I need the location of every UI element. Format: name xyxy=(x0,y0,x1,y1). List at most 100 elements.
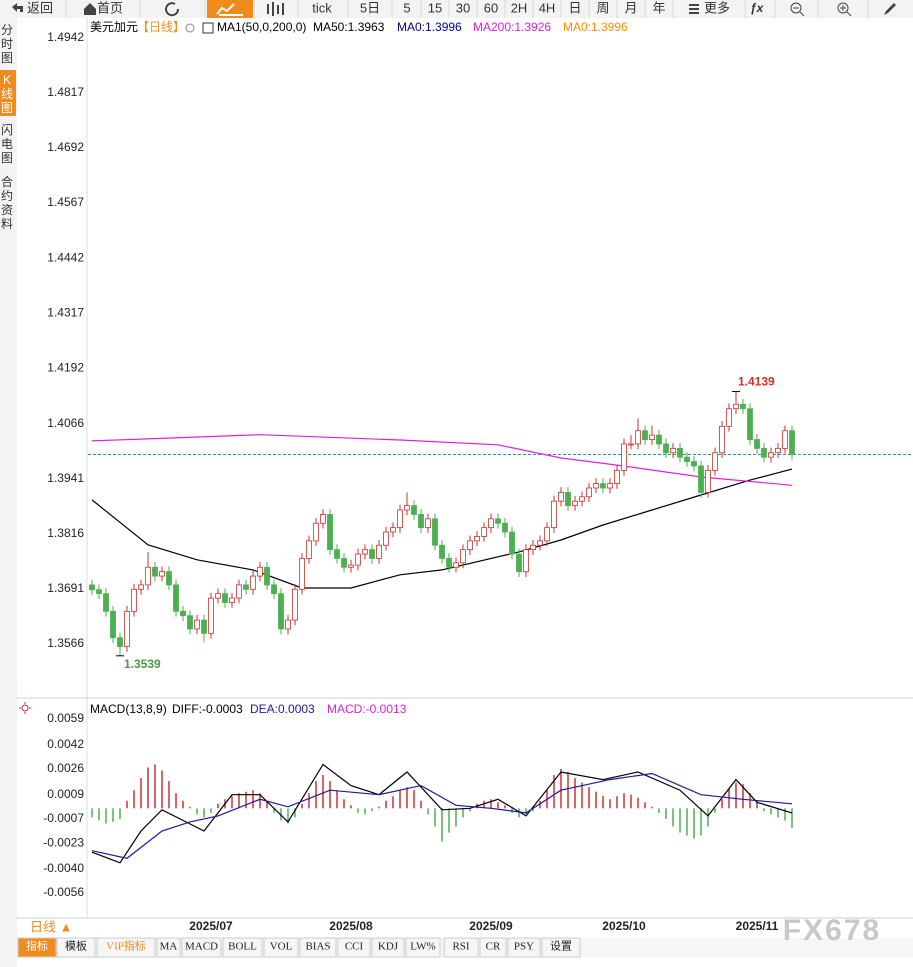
toolbar-item[interactable]: 日 xyxy=(568,0,581,15)
indicator-tab[interactable]: PSY xyxy=(514,941,534,953)
indicator-tab[interactable]: KDJ xyxy=(378,941,399,953)
toolbar-item[interactable]: 4H xyxy=(539,0,556,15)
y-tick-label: 1.4066 xyxy=(47,416,84,430)
candle-body xyxy=(663,443,669,454)
tab-box xyxy=(156,937,181,958)
tab-box xyxy=(479,937,507,958)
indicator-tab[interactable]: CCI xyxy=(345,941,364,953)
candle-body xyxy=(621,443,627,471)
candle-body xyxy=(418,514,424,529)
candle-body xyxy=(530,544,536,551)
y-tick-label: 1.4442 xyxy=(47,250,84,264)
candle-body xyxy=(131,588,137,612)
candle-body xyxy=(460,549,466,564)
y-tick-label: 1.4317 xyxy=(47,305,84,319)
candle-body xyxy=(614,469,620,484)
toolbar-item[interactable]: 年 xyxy=(652,0,665,15)
candle-body xyxy=(719,425,725,454)
toolbar-item[interactable]: 5 xyxy=(403,0,410,15)
candle-body xyxy=(558,491,564,502)
candle-body xyxy=(376,544,382,559)
candle-body xyxy=(432,518,438,546)
zoom-out-icon[interactable] xyxy=(790,2,802,14)
x-tick-label: 2025/08 xyxy=(329,919,373,933)
y-tick-label: -0.0040 xyxy=(43,861,84,875)
indicator-tab[interactable]: BOLL xyxy=(228,941,257,953)
toolbar-item[interactable]: 2H xyxy=(511,0,528,15)
toolbar-item[interactable]: 60 xyxy=(484,0,498,15)
indicator-tab[interactable]: 指标 xyxy=(26,939,48,953)
candle-body xyxy=(180,610,186,617)
candle-body xyxy=(733,403,739,410)
y-tick-label: 0.0042 xyxy=(47,737,84,751)
fx-icon[interactable]: ƒx xyxy=(750,1,765,15)
macd-title: MACD(13,8,9) xyxy=(90,702,167,716)
candle-body xyxy=(747,408,753,440)
toolbar-item[interactable]: 30 xyxy=(456,0,470,15)
x-tick-label: 2025/09 xyxy=(469,919,513,933)
indicator-tab[interactable]: CR xyxy=(486,941,501,953)
candle-body xyxy=(306,540,312,559)
toolbar-item[interactable]: 月 xyxy=(624,0,637,15)
indicator-tab[interactable]: BIAS xyxy=(305,941,330,953)
toolbar-item[interactable]: 更多 xyxy=(704,0,730,15)
indicator-tab[interactable]: VOL xyxy=(270,941,293,953)
candle-icon[interactable] xyxy=(267,2,284,16)
tab-box xyxy=(541,937,581,958)
candle-body xyxy=(222,593,228,603)
add-icon[interactable] xyxy=(185,23,195,33)
indicator-tab[interactable]: MA xyxy=(160,941,178,953)
indicator-tab[interactable]: RSI xyxy=(452,941,469,953)
candle-body xyxy=(103,593,109,612)
toolbar-item[interactable]: tick xyxy=(312,0,332,15)
zoom-in-icon[interactable] xyxy=(837,2,849,14)
candle-body xyxy=(579,496,585,502)
refresh-icon[interactable] xyxy=(165,2,180,17)
candle-body xyxy=(201,619,207,634)
period-switch[interactable]: 日线 ▲ xyxy=(30,919,72,934)
y-tick-label: 1.3816 xyxy=(47,526,84,540)
indicator-tab[interactable]: VIP指标 xyxy=(106,939,146,953)
tab-box xyxy=(299,937,337,958)
tab-box xyxy=(337,937,371,958)
side-tab[interactable]: K 线图 xyxy=(1,73,13,115)
candle-body xyxy=(649,434,655,440)
legend-entry: MA0:1.3996 xyxy=(397,20,462,34)
indicator-tab[interactable]: LW% xyxy=(410,941,435,953)
settings-icon[interactable] xyxy=(21,704,29,712)
candle-body xyxy=(208,597,214,634)
toolbar-item[interactable]: 周 xyxy=(596,0,609,15)
candle-body xyxy=(523,549,529,573)
indicator-tab[interactable]: 模板 xyxy=(65,939,87,953)
indicator-tab[interactable]: 设置 xyxy=(550,940,572,953)
side-tab[interactable]: 合约资料 xyxy=(1,174,13,231)
toolbar-item[interactable]: 5日 xyxy=(360,0,380,15)
y-tick-label: -0.0056 xyxy=(43,885,84,899)
candle-body xyxy=(124,610,130,647)
candle-body xyxy=(285,619,291,630)
candle-body xyxy=(257,566,263,577)
toolbar-item[interactable]: 首页 xyxy=(97,0,123,15)
candle-body xyxy=(341,558,347,568)
candle-body xyxy=(194,619,200,630)
candle-body xyxy=(607,483,613,489)
tab-box xyxy=(181,937,222,958)
pencil-icon[interactable] xyxy=(884,3,896,15)
candle-body xyxy=(292,588,298,621)
watermark: FX678 xyxy=(783,914,881,947)
candle-body xyxy=(334,549,340,559)
tab-box xyxy=(96,937,156,958)
side-tab[interactable]: 闪电图 xyxy=(1,123,13,165)
candle-body xyxy=(712,452,718,471)
indicator-tab[interactable]: MACD xyxy=(185,941,218,953)
candle-body xyxy=(411,505,417,515)
candle-body xyxy=(495,518,501,524)
side-tab[interactable]: 分时图 xyxy=(1,23,13,65)
candle-body xyxy=(740,403,746,410)
toolbar-item[interactable]: 15 xyxy=(428,0,442,15)
toolbar-item[interactable]: 返回 xyxy=(27,0,53,15)
y-tick-label: 0.0059 xyxy=(47,711,84,725)
indicator-line xyxy=(91,468,793,589)
candle-body xyxy=(187,615,193,630)
